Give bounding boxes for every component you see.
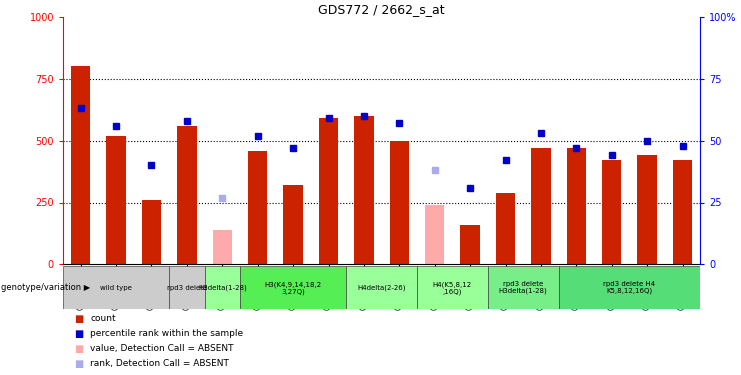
Bar xyxy=(177,126,196,264)
Text: H3(K4,9,14,18,2
3,27Q): H3(K4,9,14,18,2 3,27Q) xyxy=(265,281,322,295)
Bar xyxy=(567,148,586,264)
Bar xyxy=(169,266,205,309)
Bar xyxy=(213,230,232,264)
Bar xyxy=(354,116,373,264)
Text: ■: ■ xyxy=(74,359,83,369)
Bar xyxy=(63,266,169,309)
Bar xyxy=(346,266,417,309)
Bar xyxy=(319,118,338,264)
Text: value, Detection Call = ABSENT: value, Detection Call = ABSENT xyxy=(90,344,234,353)
Bar xyxy=(417,266,488,309)
Text: rpd3 delete: rpd3 delete xyxy=(167,285,207,291)
Bar xyxy=(496,193,515,264)
Text: H3delta(1-28): H3delta(1-28) xyxy=(198,285,247,291)
Bar xyxy=(602,160,622,264)
Text: percentile rank within the sample: percentile rank within the sample xyxy=(90,329,244,338)
Text: H4delta(2-26): H4delta(2-26) xyxy=(357,285,406,291)
Bar xyxy=(142,200,162,264)
Bar xyxy=(71,66,90,264)
Bar xyxy=(673,160,692,264)
Text: H4(K5,8,12
,16Q): H4(K5,8,12 ,16Q) xyxy=(433,281,472,295)
Bar xyxy=(390,141,409,264)
Text: rank, Detection Call = ABSENT: rank, Detection Call = ABSENT xyxy=(90,359,229,368)
Bar xyxy=(488,266,559,309)
Text: ■: ■ xyxy=(74,314,83,324)
Text: count: count xyxy=(90,314,116,323)
Bar xyxy=(205,266,240,309)
Bar xyxy=(425,205,445,264)
Text: genotype/variation ▶: genotype/variation ▶ xyxy=(1,284,90,292)
Text: ■: ■ xyxy=(74,344,83,354)
Text: rpd3 delete H4
K5,8,12,16Q): rpd3 delete H4 K5,8,12,16Q) xyxy=(603,281,656,294)
Text: rpd3 delete
H3delta(1-28): rpd3 delete H3delta(1-28) xyxy=(499,281,548,294)
Bar xyxy=(559,266,700,309)
Bar xyxy=(248,150,268,264)
Bar xyxy=(107,136,126,264)
Bar xyxy=(283,185,303,264)
Bar xyxy=(240,266,346,309)
Bar xyxy=(531,148,551,264)
Bar xyxy=(637,156,657,264)
Bar xyxy=(460,225,480,264)
Text: wild type: wild type xyxy=(100,285,132,291)
Text: ■: ■ xyxy=(74,329,83,339)
Title: GDS772 / 2662_s_at: GDS772 / 2662_s_at xyxy=(319,3,445,16)
